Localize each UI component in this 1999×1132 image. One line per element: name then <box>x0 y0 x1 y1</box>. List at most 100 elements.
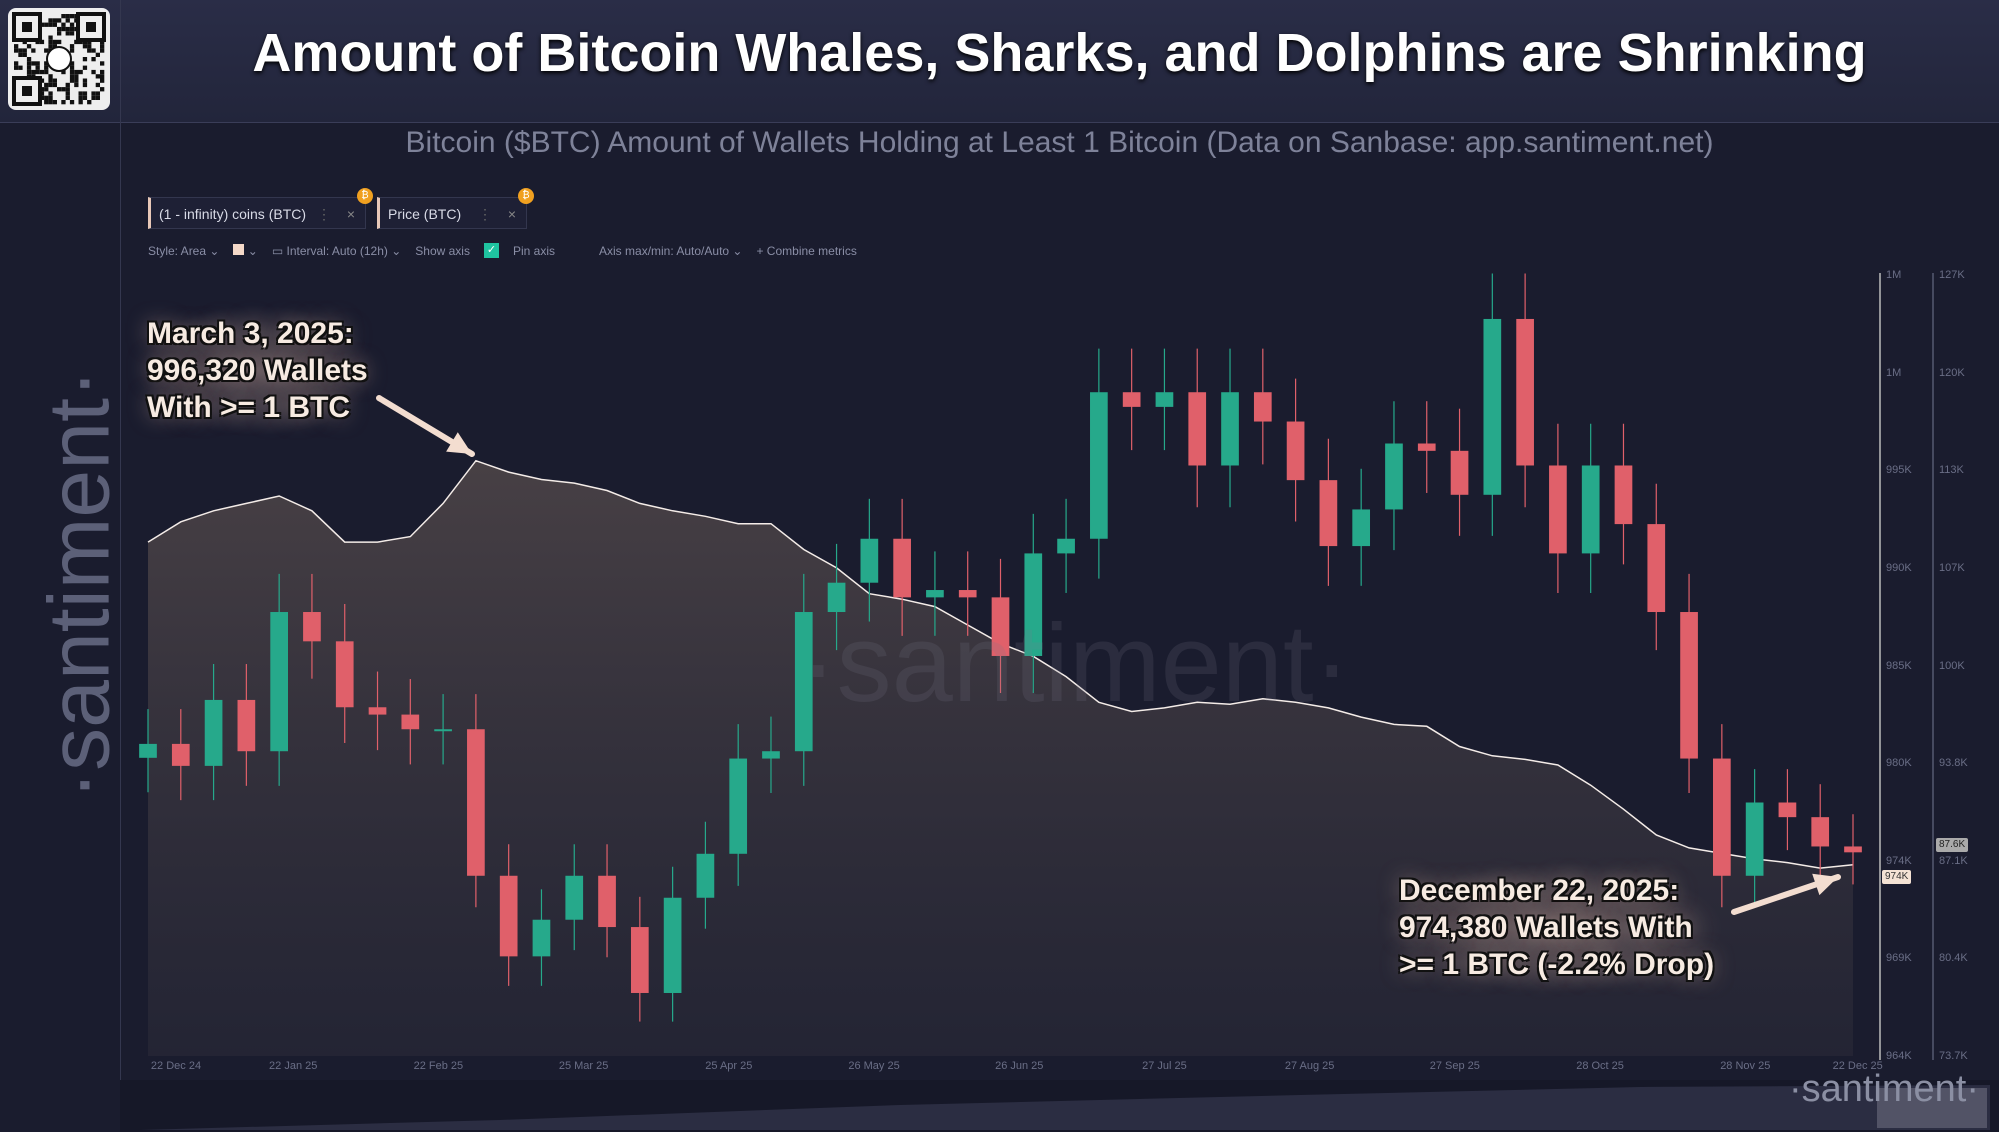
price-candle <box>827 582 846 613</box>
price-candle <box>958 590 977 598</box>
price-candle <box>794 612 813 752</box>
pin-axis-button[interactable]: Pin axis <box>512 243 556 258</box>
price-candle <box>1352 509 1371 547</box>
annotation-line: March 3, 2025: <box>147 317 354 350</box>
price-candle <box>1221 392 1239 466</box>
price-candle <box>893 538 911 598</box>
wallet-axis-tick: 969K <box>1886 952 1912 965</box>
x-axis-tick: 25 Apr 25 <box>705 1060 753 1072</box>
arrow-latest-head <box>1812 873 1838 896</box>
x-axis-tick: 22 Feb 25 <box>413 1060 464 1072</box>
price-candle <box>1483 318 1502 495</box>
close-icon[interactable]: × <box>507 206 516 222</box>
page-title: Amount of Bitcoin Whales, Sharks, and Do… <box>252 23 1867 83</box>
annotation-line: With >= 1 BTC <box>147 391 351 424</box>
calendar-icon: ▭ <box>271 243 284 258</box>
price-candle <box>1155 392 1174 407</box>
price-axis-tick: 73.7K <box>1939 1050 1968 1062</box>
x-axis-tick: 27 Sep 25 <box>1429 1060 1480 1072</box>
price-candle <box>1450 450 1469 495</box>
chart-toolbar: Style: Area ⌄ ⌄ ▭ Interval: Auto (12h) ⌄… <box>148 243 857 258</box>
price-candle <box>499 875 518 957</box>
show-axis-checkbox[interactable]: ✓ <box>483 243 499 258</box>
price-axis-tick: 120K <box>1939 366 1965 379</box>
wallet-axis-tick: 990K <box>1886 561 1912 574</box>
header <box>0 0 1999 123</box>
more-icon[interactable]: ⋮ <box>478 206 492 222</box>
annotation-line: December 22, 2025: <box>1399 874 1680 907</box>
divider <box>120 0 121 1132</box>
wallet-axis-tick: 985K <box>1886 659 1912 672</box>
bitcoin-icon: ₿ <box>357 188 373 204</box>
price-candle <box>467 729 485 876</box>
price-candle <box>860 538 879 583</box>
navigator-handle <box>1877 1088 1987 1128</box>
price-candle <box>1090 392 1108 539</box>
price-candle <box>1811 817 1830 847</box>
price-candle <box>434 729 452 732</box>
price-candle <box>1057 538 1075 554</box>
more-icon[interactable]: ⋮ <box>317 206 331 222</box>
price-candle <box>1680 612 1698 759</box>
price-candle <box>598 875 616 928</box>
x-axis-tick: 28 Oct 25 <box>1576 1060 1624 1072</box>
price-candle <box>1417 443 1436 451</box>
annotation-latest: December 22, 2025: 974,380 Wallets With … <box>1389 862 1725 993</box>
price-candle <box>237 699 256 752</box>
wallet-axis-tick: 974K <box>1886 854 1912 867</box>
price-candle <box>171 743 190 766</box>
wallet-axis-tick: 1M <box>1886 269 1902 281</box>
tab-label: Price (BTC) <box>388 206 462 222</box>
price-candle <box>1188 392 1207 466</box>
interval-dropdown[interactable]: ▭ Interval: Auto (12h) ⌄ <box>271 243 402 258</box>
style-dropdown[interactable]: Style: Area ⌄ <box>148 243 220 258</box>
price-candle <box>335 641 354 708</box>
x-axis-tick: 27 Aug 25 <box>1284 1060 1335 1072</box>
x-axis-tick: 26 May 25 <box>848 1060 900 1072</box>
price-candle <box>1778 802 1797 818</box>
qr-code <box>8 8 110 110</box>
price-candle <box>1024 553 1043 656</box>
axis-maxmin-dropdown[interactable]: Axis max/min: Auto/Auto ⌄ <box>599 243 743 258</box>
wallet-current-tag: 974K <box>1882 869 1912 884</box>
price-candle <box>926 590 944 598</box>
price-axis-tick: 127K <box>1939 269 1965 281</box>
wallet-axis-tick: 964K <box>1886 1050 1912 1062</box>
x-axis-tick: 25 Mar 25 <box>558 1060 609 1072</box>
price-current-tag: 87.6K <box>1936 837 1969 852</box>
x-axis-tick: 28 Nov 25 <box>1720 1060 1771 1072</box>
combine-metrics-button[interactable]: + Combine metrics <box>756 243 857 258</box>
price-candle <box>991 597 1010 656</box>
price-candle <box>696 853 715 898</box>
x-axis-tick: 27 Jul 25 <box>1142 1060 1187 1072</box>
arrow-peak-head <box>446 432 472 454</box>
price-candle <box>1647 524 1666 613</box>
color-swatch-icon <box>233 243 245 255</box>
price-candle <box>565 875 584 920</box>
price-axis-tick: 80.4K <box>1939 952 1968 965</box>
wallet-axis-tick: 995K <box>1886 464 1912 477</box>
price-candle <box>1286 421 1305 481</box>
price-candle <box>762 751 780 759</box>
tab-price-metric[interactable]: Price (BTC) ⋮ × ₿ <box>377 188 534 229</box>
color-picker[interactable]: ⌄ <box>233 243 258 258</box>
close-icon[interactable]: × <box>346 206 355 222</box>
price-candle <box>663 897 682 993</box>
price-candle <box>1516 318 1534 466</box>
price-candle <box>368 707 387 715</box>
annotation-line: 974,380 Wallets With <box>1399 911 1693 944</box>
x-axis-tick: 26 Jun 25 <box>995 1060 1044 1072</box>
wallet-axis-tick: 1M <box>1886 366 1902 379</box>
watermark: ·santiment· <box>800 602 1351 725</box>
annotation-line: >= 1 BTC (-2.2% Drop) <box>1399 948 1715 981</box>
price-candle <box>1319 480 1338 547</box>
price-axis-tick: 93.8K <box>1939 757 1968 770</box>
price-candle <box>204 699 223 766</box>
chart-subtitle: Bitcoin ($BTC) Amount of Wallets Holding… <box>405 126 1714 159</box>
tab-wallets-metric[interactable]: (1 - infinity) coins (BTC) ⋮ × ₿ <box>148 188 373 229</box>
price-candle <box>1549 465 1567 554</box>
price-axis-tick: 107K <box>1939 561 1965 574</box>
corner-brand: ·santiment· <box>1788 1068 1979 1110</box>
price-candle <box>1745 802 1764 876</box>
